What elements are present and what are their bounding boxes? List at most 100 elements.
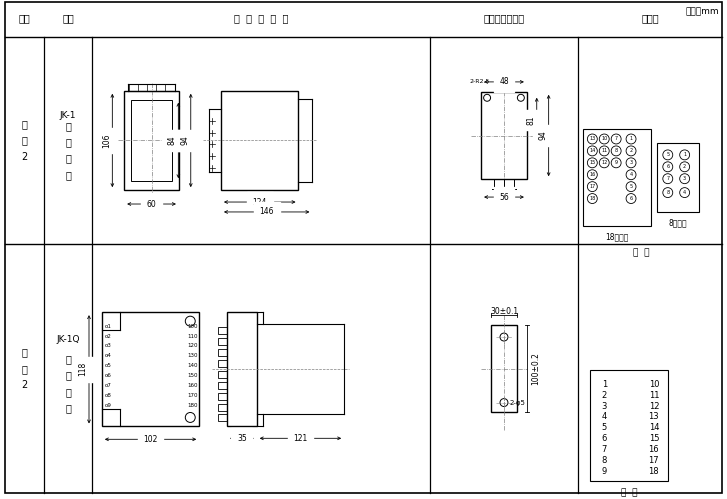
Text: o6: o6: [105, 373, 112, 378]
Text: 120: 120: [188, 343, 198, 348]
Bar: [131, 100, 172, 181]
Text: 13: 13: [589, 137, 595, 142]
Text: 10: 10: [648, 380, 659, 389]
Text: 4: 4: [602, 413, 607, 422]
Text: JK-1: JK-1: [60, 111, 76, 120]
Text: 7: 7: [601, 445, 607, 454]
Text: o3: o3: [105, 343, 112, 348]
Text: o4: o4: [105, 353, 112, 358]
Text: 12: 12: [601, 160, 607, 165]
Text: 106: 106: [102, 133, 111, 148]
Text: 5: 5: [602, 423, 607, 432]
Text: 110: 110: [188, 333, 198, 338]
Text: 5: 5: [630, 184, 632, 189]
Text: 100±0.2: 100±0.2: [531, 352, 539, 385]
Text: 18: 18: [589, 196, 595, 201]
Text: 3: 3: [630, 160, 632, 165]
Text: 17: 17: [648, 456, 659, 465]
Text: 130: 130: [188, 353, 198, 358]
Text: 18: 18: [648, 467, 659, 476]
Text: 2: 2: [602, 391, 607, 400]
Text: 35: 35: [237, 434, 246, 443]
Text: 9: 9: [602, 467, 607, 476]
Text: 140: 140: [188, 363, 198, 368]
Text: 10: 10: [601, 137, 607, 142]
Text: o2: o2: [105, 333, 112, 338]
Text: 外  形  尺  寸  图: 外 形 尺 寸 图: [233, 13, 288, 23]
Text: 板
后
接
线: 板 后 接 线: [65, 121, 71, 180]
Text: 30±0.1: 30±0.1: [490, 307, 518, 316]
Bar: [227, 312, 257, 426]
Text: 1: 1: [683, 152, 686, 157]
Text: 16: 16: [589, 172, 595, 177]
Text: 8: 8: [601, 456, 607, 465]
Text: 6: 6: [666, 164, 670, 169]
Bar: [481, 92, 527, 179]
Text: 安装开孔尺寸图: 安装开孔尺寸图: [483, 13, 525, 23]
Text: 正  视: 正 视: [621, 489, 638, 498]
Text: 94: 94: [538, 131, 547, 140]
Bar: [218, 415, 227, 422]
Text: 2-R2.5: 2-R2.5: [469, 79, 489, 84]
Text: 端子图: 端子图: [642, 13, 659, 23]
Text: 150: 150: [188, 373, 198, 378]
Bar: [221, 91, 299, 190]
Text: 121: 121: [293, 434, 308, 443]
Text: 5: 5: [666, 152, 670, 157]
Bar: [124, 91, 179, 190]
Text: 180: 180: [188, 403, 198, 408]
Text: 14: 14: [589, 148, 595, 153]
Text: 2: 2: [683, 164, 686, 169]
Bar: [218, 360, 227, 367]
Text: 图号: 图号: [19, 13, 31, 23]
Text: 3: 3: [683, 176, 686, 181]
Bar: [218, 382, 227, 389]
Text: 146: 146: [260, 208, 274, 217]
Text: o7: o7: [105, 383, 112, 388]
Text: 17: 17: [589, 184, 595, 189]
Text: 170: 170: [188, 393, 198, 398]
Text: 板
前
接
线: 板 前 接 线: [65, 354, 71, 413]
Text: 8点端子: 8点端子: [668, 219, 687, 228]
Text: 8: 8: [614, 148, 618, 153]
Text: 100: 100: [188, 324, 198, 329]
Text: 12: 12: [648, 402, 659, 411]
Text: 2: 2: [630, 148, 632, 153]
Bar: [491, 325, 518, 413]
Text: 单位：mm: 单位：mm: [686, 7, 720, 16]
Text: 6: 6: [630, 196, 632, 201]
Text: o1: o1: [105, 324, 112, 329]
Text: 4: 4: [630, 172, 632, 177]
Text: 附
图
2: 附 图 2: [21, 347, 28, 390]
Text: 60: 60: [147, 200, 156, 209]
Text: o9: o9: [105, 403, 112, 408]
Bar: [583, 129, 651, 227]
Text: 94: 94: [180, 136, 189, 145]
Bar: [218, 371, 227, 378]
Text: 160: 160: [188, 383, 198, 388]
Bar: [590, 370, 668, 482]
Text: 102: 102: [143, 435, 158, 444]
Text: 81: 81: [526, 115, 535, 125]
Text: 84: 84: [168, 136, 177, 145]
Text: JK-1Q: JK-1Q: [57, 334, 80, 343]
Text: 16: 16: [648, 445, 659, 454]
Bar: [218, 338, 227, 345]
Text: 18点端子: 18点端子: [606, 233, 629, 242]
Text: 11: 11: [648, 391, 659, 400]
Text: 结构: 结构: [63, 13, 74, 23]
Text: 4: 4: [683, 190, 686, 195]
Text: 背  视: 背 视: [632, 248, 649, 257]
Text: 附
图
2: 附 图 2: [21, 119, 28, 162]
Text: 9: 9: [614, 160, 618, 165]
Bar: [657, 143, 699, 213]
Text: 1: 1: [602, 380, 607, 389]
Text: o5: o5: [105, 363, 112, 368]
Text: o8: o8: [105, 393, 112, 398]
Text: 14: 14: [648, 423, 659, 432]
Text: 7: 7: [666, 176, 670, 181]
Text: 2-φ5: 2-φ5: [510, 400, 526, 406]
Text: 7: 7: [614, 137, 618, 142]
Bar: [218, 327, 227, 334]
Text: 124: 124: [252, 198, 267, 207]
